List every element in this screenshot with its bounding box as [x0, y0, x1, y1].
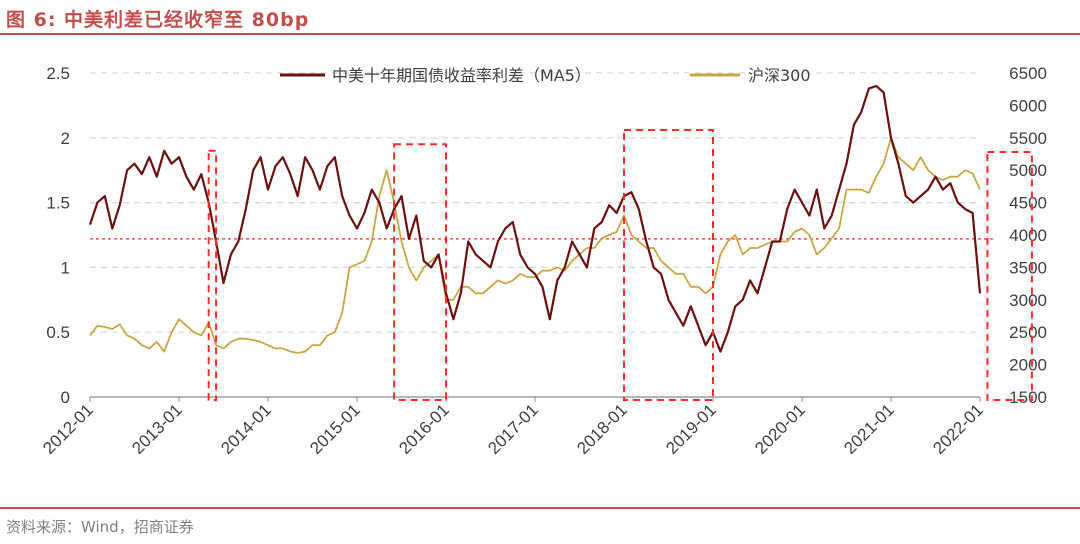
y-axis-left: 0 0.5 1 1.5 2 2.5 [46, 64, 70, 407]
y-right-tick-label: 3500 [1009, 258, 1047, 277]
y-axis-right: 1500 2000 2500 3000 3500 4000 4500 5000 5500 6000… [1009, 64, 1047, 407]
y-right-tick-label: 4000 [1009, 226, 1047, 245]
x-tick-label: 2013-01 [128, 400, 186, 458]
highlight-box [623, 129, 714, 402]
x-tick-label: 2014-01 [217, 400, 275, 458]
y-right-tick-label: 1500 [1009, 388, 1047, 407]
x-tick-label: 2016-01 [395, 400, 453, 458]
series-line-spread [88, 84, 982, 353]
y-left-tick-label: 0.5 [46, 323, 70, 342]
legend-label-spread: 中美十年期国债收益率利差（MA5） [332, 66, 591, 85]
x-tick-label: 2019-01 [662, 400, 720, 458]
y-left-tick-label: 1.5 [46, 194, 70, 213]
highlight-box [986, 151, 1033, 401]
x-tick-label: 2012-01 [39, 400, 97, 458]
highlight-boxes [207, 129, 1033, 402]
figure-title: 图 6: 中美利差已经收窄至 80bp [6, 9, 310, 31]
x-tick-label: 2015-01 [306, 400, 364, 458]
y-left-tick-label: 1 [61, 258, 70, 277]
legend-label-csi300: 沪深300 [748, 66, 811, 85]
x-axis: 2012-01 2013-01 2014-01 2015-01 2016-01 2017-… [39, 396, 987, 458]
y-right-tick-label: 5000 [1009, 161, 1047, 180]
chart: 2012-01 2013-01 2014-01 2015-01 2016-01 2017-… [39, 64, 1047, 458]
y-right-tick-label: 3000 [1009, 291, 1047, 310]
y-right-tick-label: 6500 [1009, 64, 1047, 83]
y-right-tick-label: 4500 [1009, 194, 1047, 213]
x-tick-label: 2020-01 [751, 400, 809, 458]
y-right-tick-label: 2500 [1009, 323, 1047, 342]
title-rule [0, 33, 1080, 35]
highlight-box [207, 149, 218, 401]
x-tick-label: 2018-01 [573, 400, 631, 458]
highlight-box [393, 143, 448, 401]
y-left-tick-label: 0 [61, 388, 70, 407]
x-tick-label: 2017-01 [484, 400, 542, 458]
y-right-tick-label: 2000 [1009, 356, 1047, 375]
y-left-tick-label: 2.5 [46, 64, 70, 83]
grid-lines [90, 72, 980, 333]
footer-rule [0, 507, 1080, 509]
x-tick-label: 2021-01 [840, 400, 898, 458]
y-left-tick-label: 2 [61, 129, 70, 148]
legend: 中美十年期国债收益率利差（MA5） 沪深300 [280, 66, 811, 85]
y-right-tick-label: 5500 [1009, 129, 1047, 148]
y-right-tick-label: 6000 [1009, 96, 1047, 115]
x-tick-label: 2022-01 [929, 400, 987, 458]
series-line-csi300 [89, 136, 981, 354]
source-note: 资料来源：Wind，招商证券 [6, 518, 194, 536]
series-lines [88, 84, 982, 354]
